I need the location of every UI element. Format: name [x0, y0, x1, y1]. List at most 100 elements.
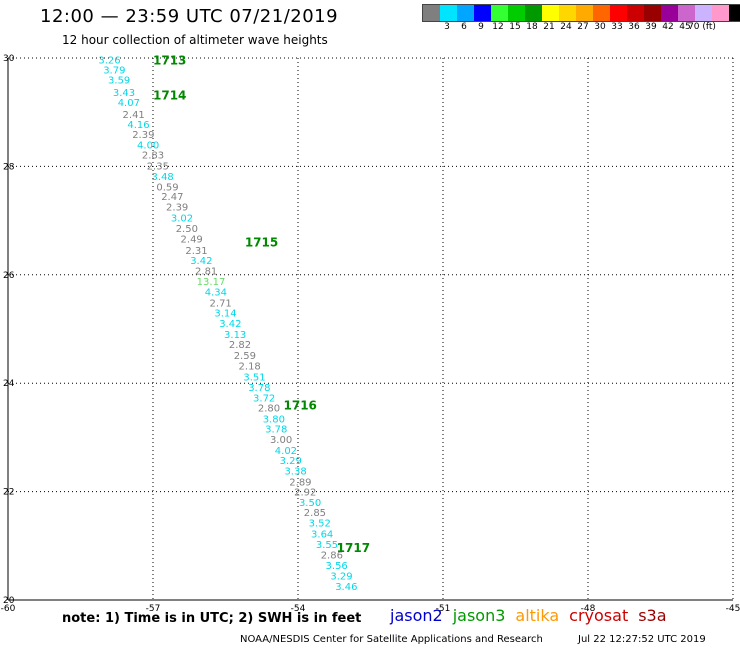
legend-swatch	[644, 5, 661, 21]
swh-point-label: 3.13	[224, 330, 246, 341]
swh-point-label: 3.00	[270, 435, 292, 446]
credit-text: NOAA/NESDIS Center for Satellite Applica…	[240, 634, 543, 645]
y-tick-label: 22	[3, 488, 14, 498]
time-label: 1715	[245, 236, 278, 250]
swh-point-label: 3.64	[311, 529, 333, 540]
legend-swatch	[474, 5, 491, 21]
swh-point-label: 3.29	[280, 456, 302, 467]
x-tick-label: -51	[436, 604, 451, 614]
legend-label: 3	[444, 22, 450, 32]
legend-swatch	[559, 5, 576, 21]
swh-point-label: 2.31	[185, 246, 207, 257]
y-tick-label: 26	[3, 271, 15, 281]
legend-label: 12	[492, 22, 504, 32]
legend-label: 45	[679, 22, 691, 32]
legend-label: 30	[594, 22, 606, 32]
satellite-s3a: s3a	[638, 606, 667, 625]
legend-swatch	[712, 5, 729, 21]
swh-point-label: 3.78	[265, 425, 287, 436]
legend-label: 33	[611, 22, 623, 32]
swh-point-label: 2.85	[304, 508, 326, 519]
swh-point-label: 3.29	[330, 572, 352, 583]
legend-swatch	[508, 5, 525, 21]
swh-point-label: 2.92	[294, 488, 316, 499]
swh-point-label: 2.71	[210, 298, 232, 309]
swh-point-label: 2.50	[176, 224, 198, 235]
swh-point-label: 0.59	[156, 182, 178, 193]
swh-point-label: 4.07	[118, 98, 140, 109]
swh-point-label: 3.02	[171, 213, 193, 224]
legend-swatch	[729, 5, 740, 21]
x-tick-label: -57	[146, 604, 161, 614]
legend-swatch	[423, 5, 440, 21]
legend-swatch	[610, 5, 627, 21]
legend-label: 15	[509, 22, 521, 32]
satellite-jason2: jason2	[390, 606, 443, 625]
swh-point-label: 3.52	[309, 518, 331, 529]
swh-point-label: 3.79	[103, 65, 125, 76]
swh-point-label: 2.89	[289, 477, 311, 488]
legend-swatch	[525, 5, 542, 21]
satellite-altika: altika	[515, 606, 560, 625]
generation-timestamp: Jul 22 12:27:52 UTC 2019	[578, 634, 706, 645]
legend-label: 39	[645, 22, 657, 32]
swh-point-label: 2.86	[321, 550, 343, 561]
y-tick-label: 24	[3, 379, 15, 389]
swh-point-label: 4.16	[127, 120, 149, 131]
legend-label: 18	[526, 22, 538, 32]
satellite-cryosat: cryosat	[569, 606, 629, 625]
legend-label: 70 (ft)	[688, 22, 716, 32]
swh-point-label: 4.02	[275, 446, 297, 457]
legend-swatch	[542, 5, 559, 21]
swh-point-label: 4.34	[205, 288, 227, 299]
swh-point-label: 3.50	[299, 498, 321, 509]
swh-point-label: 2.35	[147, 161, 169, 172]
y-tick-label: 28	[3, 162, 15, 172]
legend-label: 9	[478, 22, 484, 32]
swh-point-label: 2.81	[195, 266, 217, 277]
legend-label: 27	[577, 22, 589, 32]
x-tick-label: -60	[1, 604, 16, 614]
swh-point-label: 2.39	[132, 130, 154, 141]
color-scale-legend	[422, 4, 740, 22]
swh-point-label: 2.49	[181, 234, 203, 245]
legend-swatch	[576, 5, 593, 21]
satellite-jason3: jason3	[452, 606, 506, 625]
swh-point-label: 3.43	[113, 88, 135, 99]
swh-point-label: 3.56	[326, 561, 348, 572]
swh-point-label: 13.17	[197, 277, 226, 288]
swh-point-label: 3.42	[219, 319, 241, 330]
swh-point-label: 2.80	[258, 404, 280, 415]
swh-point-label: 3.55	[316, 540, 338, 551]
chart-subtitle: 12 hour collection of altimeter wave hei…	[62, 33, 328, 47]
swh-point-label: 4.00	[137, 141, 159, 152]
legend-swatch	[457, 5, 474, 21]
legend-swatch	[627, 5, 644, 21]
swh-point-label: 3.46	[335, 582, 357, 593]
legend-label: 21	[543, 22, 555, 32]
swh-point-label: 3.42	[190, 256, 212, 267]
units-note: note: 1) Time is in UTC; 2) SWH is in fe…	[62, 611, 362, 626]
x-tick-label: -54	[291, 604, 306, 614]
swh-point-label: 3.72	[253, 393, 275, 404]
swh-point-label: 3.80	[263, 414, 285, 425]
legend-label: 6	[461, 22, 467, 32]
x-tick-label: -45	[726, 604, 740, 614]
swh-point-label: 2.83	[142, 150, 164, 161]
legend-swatch	[440, 5, 457, 21]
time-label: 1713	[153, 54, 186, 68]
legend-label: 24	[560, 22, 572, 32]
y-tick-label: 30	[3, 54, 15, 64]
legend-label: 36	[628, 22, 640, 32]
swh-point-label: 2.47	[161, 192, 183, 203]
x-tick-label: -48	[581, 604, 596, 614]
swh-point-label: 2.39	[166, 203, 188, 214]
legend-swatch	[661, 5, 678, 21]
time-label: 1716	[284, 398, 317, 412]
swh-point-label: 3.78	[248, 383, 270, 394]
swh-point-label: 3.51	[243, 373, 265, 384]
swh-point-label: 2.18	[239, 361, 261, 372]
swh-point-label: 3.59	[108, 76, 130, 87]
time-label: 1717	[337, 541, 370, 555]
